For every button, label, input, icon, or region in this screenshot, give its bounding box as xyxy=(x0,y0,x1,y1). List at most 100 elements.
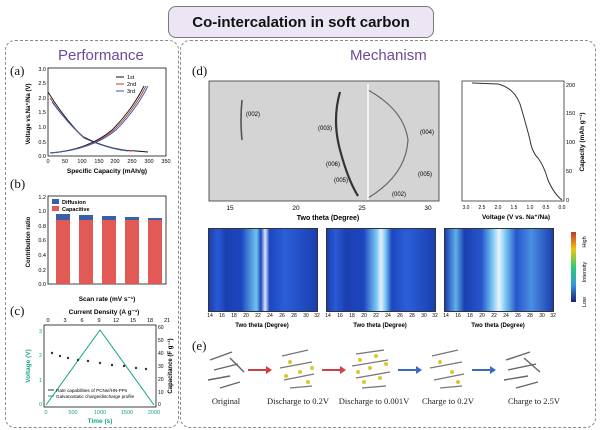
legend-3rd: 3rd xyxy=(127,89,135,95)
c-toptick: 6 xyxy=(80,318,83,324)
h3-xtick: 22 xyxy=(491,313,497,319)
panel-b-tag: (b) xyxy=(10,176,26,191)
panel-d-tag: (d) xyxy=(192,63,208,78)
c-ytick-left: 0 xyxy=(39,402,42,408)
performance-title: Performance xyxy=(58,47,144,64)
b-ytick: 0.0 xyxy=(38,282,46,288)
c-xtick: 0 xyxy=(44,410,47,416)
panel-c-tag: (c) xyxy=(10,303,25,318)
peak-label: (006) xyxy=(326,162,340,168)
b-ytick: 0.6 xyxy=(38,238,46,244)
c-ytick-right: 10 xyxy=(158,390,164,396)
h1-xtick: 22 xyxy=(255,313,261,319)
legend-2nd: 2nd xyxy=(127,82,136,88)
b-legend-capacitive: Capacitive xyxy=(62,207,90,213)
b-ytick: 0.8 xyxy=(38,224,46,230)
c-toptick: 9 xyxy=(97,318,100,324)
a-xtick: 0 xyxy=(46,159,49,165)
cap-ytick: 100 xyxy=(566,140,575,146)
h2-xtick: 20 xyxy=(361,313,367,319)
c-ytick-right: 60 xyxy=(158,325,164,331)
h3-xtick: 16 xyxy=(455,313,461,319)
c-toptick: 0 xyxy=(46,318,49,324)
xrd-xtick: 25 xyxy=(358,205,366,212)
peak-label: (005) xyxy=(418,172,432,178)
h2-xtick: 22 xyxy=(373,313,379,319)
b-ytick: 1.2 xyxy=(38,195,46,201)
stage-discharge-02: Discharge to 0.2V xyxy=(267,396,330,406)
cap-ytick: 0 xyxy=(566,198,569,204)
panel-a-tag: (a) xyxy=(10,63,25,78)
capacity-voltage-plot: 0 50 100 150 200 3.0 2.5 2.0 1.5 1.0 0.5… xyxy=(461,80,586,221)
h1-xtick: 32 xyxy=(314,313,320,319)
cap-xlabel: Voltage (V vs. Na⁺/Na) xyxy=(482,214,550,221)
h3-xtick: 28 xyxy=(527,313,533,319)
h2-xtick: 30 xyxy=(421,313,427,319)
a-ytick: 2.5 xyxy=(38,81,46,87)
peak-label: (004) xyxy=(420,130,434,136)
h2-xtick: 18 xyxy=(349,313,355,319)
c-toptick: 12 xyxy=(113,318,119,324)
intensity-scale: High Intensity Low xyxy=(582,236,588,307)
h2-xtick: 26 xyxy=(397,313,403,319)
panel-b-chart: Diffusion Capacitive 0.0 0.2 0.4 0.6 0.8… xyxy=(26,195,167,303)
stage-charge-02: Charge to 0.2V xyxy=(422,396,475,406)
a-xtick: 200 xyxy=(110,159,119,165)
a-xtick: 100 xyxy=(77,159,86,165)
cap-xtick: 1.5 xyxy=(511,205,518,211)
a-ytick: 0.5 xyxy=(38,140,46,146)
h2-xtick: 16 xyxy=(337,313,343,319)
h2-xlabel: Two theta (Degree) xyxy=(353,323,407,329)
c-toptick: 3 xyxy=(63,318,66,324)
c-toptick: 18 xyxy=(147,318,153,324)
c-toptick: 15 xyxy=(130,318,136,324)
c-ytick-right: 30 xyxy=(158,364,164,370)
c-xtick: 2000 xyxy=(148,410,160,416)
h1-xtick: 18 xyxy=(231,313,237,319)
b-ytick: 1.0 xyxy=(38,209,46,215)
h3-xtick: 32 xyxy=(550,313,556,319)
peak-label: (002) xyxy=(246,112,260,118)
cap-xtick: 2.0 xyxy=(495,205,502,211)
xrd-xtick: 20 xyxy=(292,205,300,212)
stage-original: Original xyxy=(212,396,241,406)
h1-xtick: 14 xyxy=(207,313,213,319)
c-xtick: 500 xyxy=(68,410,77,416)
c-ytick-right: 50 xyxy=(158,338,164,344)
b-legend-diffusion: Diffusion xyxy=(62,200,86,206)
a-xtick: 250 xyxy=(127,159,136,165)
intensity-label: Intensity xyxy=(582,262,588,283)
h3-xtick: 30 xyxy=(539,313,545,319)
a-ytick: 2.0 xyxy=(38,96,46,102)
c-xtick: 1500 xyxy=(121,410,133,416)
xrd-xtick: 30 xyxy=(424,205,432,212)
h1-xtick: 26 xyxy=(279,313,285,319)
h1-xtick: 16 xyxy=(219,313,225,319)
panel-e-tag: (e) xyxy=(192,338,207,353)
cap-xtick: 0.0 xyxy=(559,205,566,211)
h1-xtick: 20 xyxy=(243,313,249,319)
intensity-high: High xyxy=(582,236,588,247)
cap-ytick: 150 xyxy=(566,111,575,117)
h3-xlabel: Two theta (Degree) xyxy=(471,323,525,329)
a-ytick: 1.5 xyxy=(38,110,46,116)
heatmap-1 xyxy=(208,228,318,312)
cap-xtick: 3.0 xyxy=(463,205,470,211)
b-xlabel: Scan rate (mV s⁻¹) xyxy=(79,296,136,303)
h1-xtick: 28 xyxy=(291,313,297,319)
a-ylabel: Voltage vs.Na⁺/Na (V) xyxy=(25,83,32,144)
b-ylabel: Contribution ratio xyxy=(26,216,32,267)
h2-xtick: 14 xyxy=(325,313,331,319)
panel-c-chart: Current Density (A g⁻¹) 0 3 6 9 12 15 18… xyxy=(25,309,174,425)
cap-ylabel: Capacity (mAh g⁻¹) xyxy=(579,112,586,171)
a-ytick: 1.0 xyxy=(38,125,46,131)
c-ytick-left: 2 xyxy=(39,353,42,359)
intensity-colorbar xyxy=(571,232,576,302)
c-ylabel-right: Capacitance (F g⁻¹) xyxy=(167,338,174,393)
h1-xtick: 30 xyxy=(303,313,309,319)
a-ytick: 3.0 xyxy=(38,67,46,73)
h1-xlabel: Two theta (Degree) xyxy=(235,323,289,329)
panel-a-chart: 1st 2nd 3rd 0 50 100 150 200 250 300 350… xyxy=(25,67,171,175)
c-ytick-right: 40 xyxy=(158,351,164,357)
cap-xtick: 0.5 xyxy=(543,205,550,211)
